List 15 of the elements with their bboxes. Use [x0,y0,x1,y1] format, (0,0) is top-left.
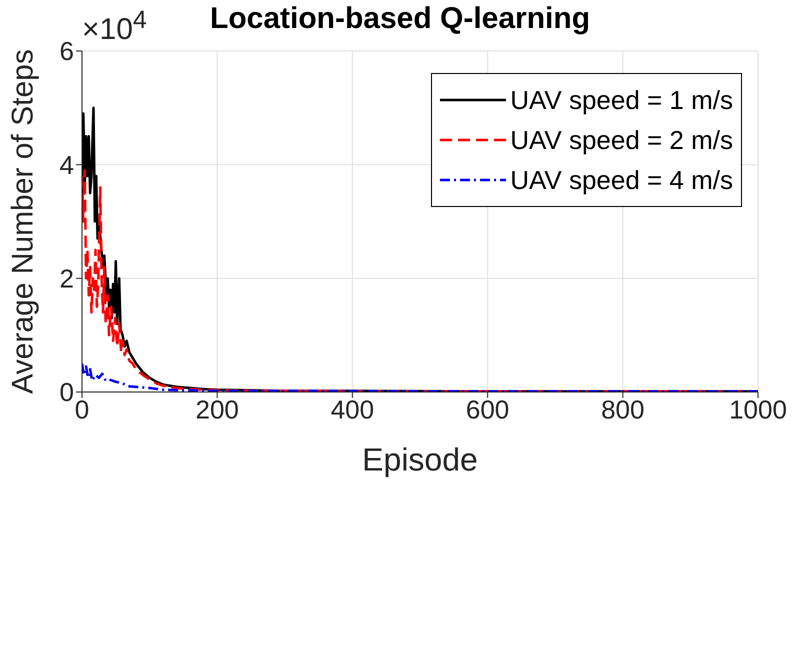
text: ×10$^{4}$ [82,6,147,47]
legend-label: UAV speed = 2 m/s [510,124,733,156]
x-tick-label: 400 [330,394,374,424]
x-tick-label: 1000 [729,394,787,424]
x-axis-title: Episode [362,442,478,478]
y-tick-label: 6 [60,36,74,66]
x-tick-label: 200 [196,394,239,424]
x-tick-label: 800 [601,394,644,424]
y-tick-label: 2 [60,264,74,294]
legend-label: UAV speed = 1 m/s [510,84,733,116]
y-tick-label: 4 [60,150,74,180]
x-tick-label: 600 [466,394,510,424]
chart-title: Location-based Q-learning [210,2,590,36]
y-axis-title: Average Number of Steps [6,49,40,394]
legend-label: UAV speed = 4 m/s [510,164,733,196]
